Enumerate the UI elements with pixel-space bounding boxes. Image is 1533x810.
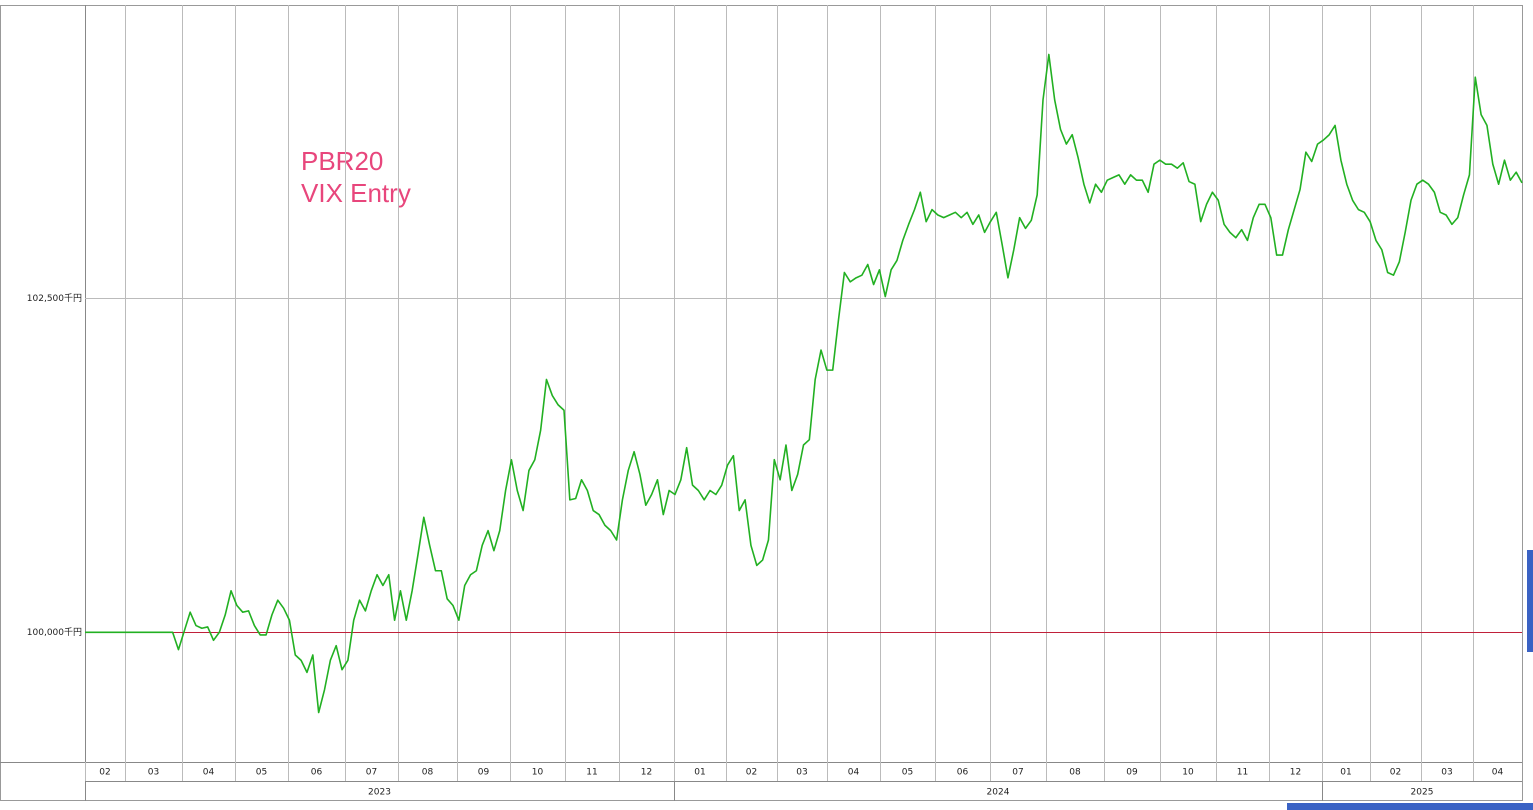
x-tick-label: 09 — [1126, 768, 1138, 778]
x-tick-label: 11 — [586, 768, 597, 778]
annotation: VIX Entry — [301, 178, 411, 208]
x-tick-label: 03 — [148, 768, 159, 778]
x-tick-label: 05 — [256, 768, 267, 778]
x-tick-label: 07 — [1012, 768, 1023, 778]
x-tick-label: 04 — [203, 768, 215, 778]
x-tick-label: 03 — [796, 768, 807, 778]
x-tick-label: 10 — [1182, 768, 1194, 778]
x-tick-label: 01 — [1340, 768, 1351, 778]
y-tick-label: 100,000千円 — [27, 627, 82, 638]
year-label: 2023 — [368, 788, 391, 798]
x-tick-label: 11 — [1237, 768, 1248, 778]
x-tick-label: 12 — [1290, 768, 1301, 778]
y-tick-label: 102,500千円 — [27, 293, 82, 304]
year-label: 2024 — [987, 788, 1010, 798]
scroll-bar — [1287, 803, 1533, 810]
x-tick-label: 06 — [311, 768, 323, 778]
x-tick-label: 05 — [902, 768, 913, 778]
x-tick-label: 09 — [478, 768, 490, 778]
annotation: PBR20 — [301, 146, 383, 176]
x-tick-label: 04 — [1492, 768, 1504, 778]
x-tick-label: 04 — [848, 768, 860, 778]
x-tick-label: 02 — [99, 768, 110, 778]
x-tick-label: 02 — [746, 768, 757, 778]
line-series — [85, 53, 1523, 714]
x-tick-label: 08 — [1069, 768, 1081, 778]
x-tick-label: 07 — [366, 768, 377, 778]
x-tick-label: 06 — [957, 768, 969, 778]
frame — [0, 5, 1523, 801]
x-tick-label: 03 — [1441, 768, 1452, 778]
x-tick-label: 10 — [532, 768, 544, 778]
x-tick-label: 02 — [1390, 768, 1401, 778]
x-tick-label: 12 — [641, 768, 652, 778]
x-tick-label: 08 — [422, 768, 434, 778]
scroll-indicator — [1527, 550, 1533, 652]
year-label: 2025 — [1411, 788, 1434, 798]
x-tick-label: 01 — [694, 768, 705, 778]
